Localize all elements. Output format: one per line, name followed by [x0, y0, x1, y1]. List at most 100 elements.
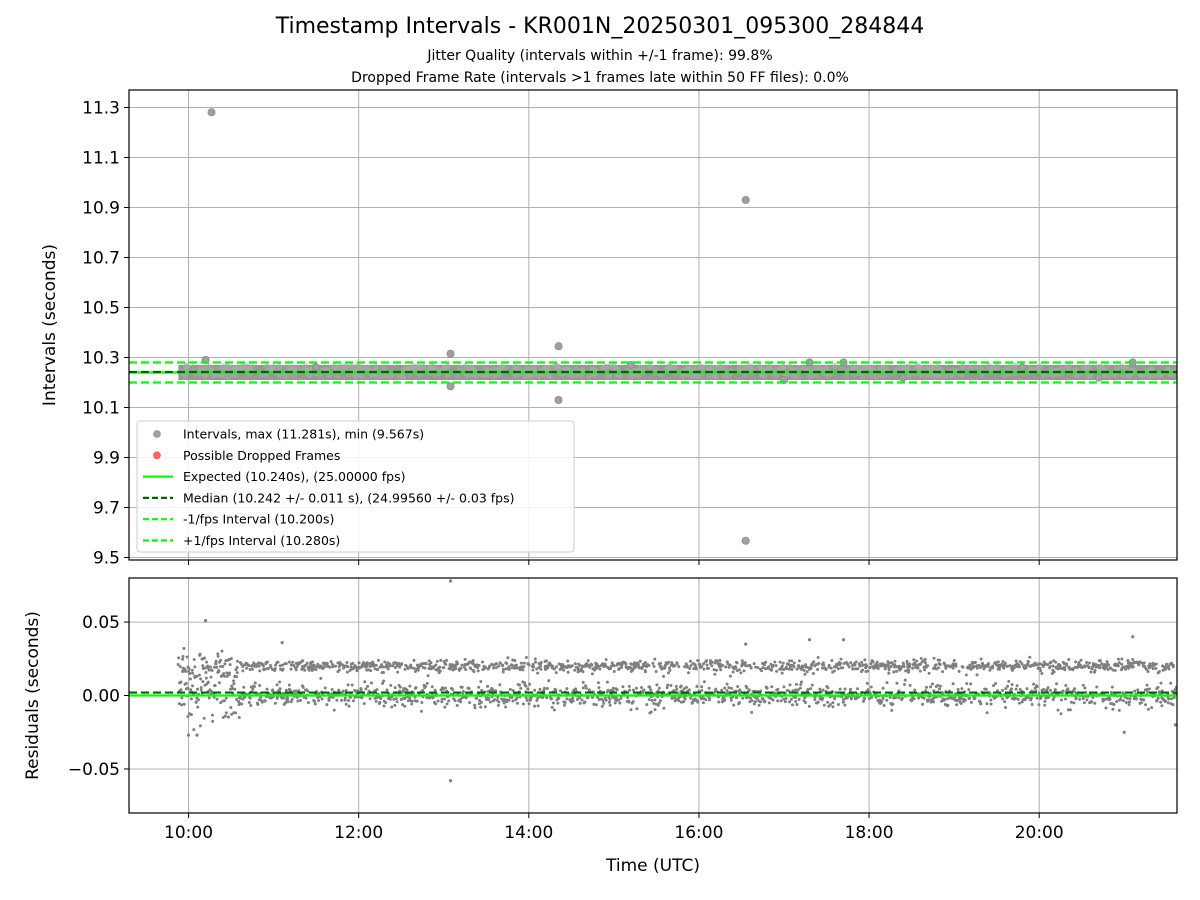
- residual-point: [381, 665, 385, 669]
- legend-label-2: Expected (10.240s), (25.00000 fps): [183, 469, 405, 484]
- residual-point: [839, 657, 843, 661]
- residual-point: [848, 687, 852, 691]
- residual-point: [177, 656, 181, 660]
- residual-point: [1159, 700, 1163, 704]
- residual-point: [239, 662, 243, 666]
- residual-point: [836, 667, 840, 671]
- residual-point: [522, 665, 526, 669]
- residual-point: [892, 670, 896, 674]
- residual-point: [402, 690, 406, 694]
- residual-point: [335, 698, 339, 702]
- residual-point: [952, 658, 956, 662]
- residual-point: [176, 663, 180, 667]
- residual-point: [545, 696, 549, 700]
- residual-point: [653, 657, 657, 661]
- residual-point: [956, 688, 960, 692]
- residual-point: [700, 664, 704, 668]
- residual-point: [234, 711, 238, 715]
- residual-point: [225, 674, 229, 678]
- residual-point: [247, 664, 251, 668]
- residual-point: [544, 659, 548, 663]
- residual-point: [963, 698, 967, 702]
- residual-point: [1040, 672, 1044, 676]
- residual-point: [1049, 660, 1053, 664]
- residual-point: [1014, 659, 1018, 663]
- residual-point: [187, 667, 191, 671]
- residual-point: [653, 698, 657, 702]
- residual-point: [330, 692, 334, 696]
- residual-point: [756, 666, 760, 670]
- residual-point: [1033, 661, 1037, 665]
- residual-point: [797, 664, 801, 668]
- residual-point: [269, 665, 273, 669]
- residual-point: [258, 683, 262, 687]
- top-ylabel: Intervals (seconds): [40, 244, 60, 406]
- residual-point: [396, 670, 400, 674]
- residual-outlier-point: [195, 733, 199, 737]
- residual-point: [810, 683, 814, 687]
- residual-point: [487, 696, 491, 700]
- residual-point: [1085, 698, 1089, 702]
- residual-point: [828, 703, 832, 707]
- residual-point: [662, 706, 666, 710]
- residual-point: [936, 683, 940, 687]
- residual-point: [893, 659, 897, 663]
- residual-point: [690, 701, 694, 705]
- residual-point: [985, 711, 989, 715]
- residual-point: [723, 686, 727, 690]
- interval-point: [530, 365, 537, 372]
- bottom-xtick-label: 18:00: [845, 823, 894, 843]
- residual-point: [215, 665, 219, 669]
- residual-point: [729, 698, 733, 702]
- residual-point: [643, 668, 647, 672]
- residual-point: [608, 697, 612, 701]
- residual-point: [322, 665, 326, 669]
- residual-point: [869, 695, 873, 699]
- interval-outlier-point: [554, 395, 563, 404]
- residual-point: [742, 669, 746, 673]
- residual-point: [1072, 701, 1076, 705]
- residual-point: [1156, 696, 1160, 700]
- residual-point: [345, 670, 349, 674]
- residual-point: [442, 666, 446, 670]
- interval-point: [941, 372, 949, 379]
- residual-point: [307, 668, 311, 672]
- residual-point: [223, 662, 227, 666]
- residual-point: [393, 703, 397, 707]
- residual-point: [552, 667, 556, 671]
- residual-point: [739, 671, 743, 675]
- residual-point: [438, 669, 442, 673]
- residual-point: [476, 669, 480, 673]
- residual-point: [235, 659, 239, 663]
- residual-outlier-point: [1131, 635, 1135, 639]
- interval-point: [605, 363, 612, 370]
- residual-point: [398, 685, 402, 689]
- residual-point: [985, 702, 989, 706]
- residual-point: [192, 657, 196, 661]
- residual-point: [597, 686, 601, 690]
- residual-point: [202, 656, 206, 660]
- residual-point: [749, 696, 753, 700]
- residual-point: [655, 683, 659, 687]
- residual-outlier-point: [280, 641, 284, 645]
- residual-point: [868, 666, 872, 670]
- residual-point: [375, 688, 379, 692]
- residual-point: [398, 665, 402, 669]
- residual-point: [550, 705, 554, 709]
- residual-point: [743, 661, 747, 665]
- residual-point: [897, 696, 901, 700]
- residual-point: [588, 665, 592, 669]
- residual-point: [274, 663, 278, 667]
- residual-point: [803, 696, 807, 700]
- residual-point: [615, 688, 619, 692]
- residual-point: [527, 702, 531, 706]
- residual-point: [191, 671, 195, 675]
- residual-point: [910, 698, 914, 702]
- residual-point: [317, 698, 321, 702]
- residual-point: [1142, 698, 1146, 702]
- residual-point: [420, 700, 424, 704]
- residual-point: [752, 702, 756, 706]
- residual-point: [580, 698, 584, 702]
- interval-point: [383, 372, 391, 379]
- residual-point: [229, 706, 233, 710]
